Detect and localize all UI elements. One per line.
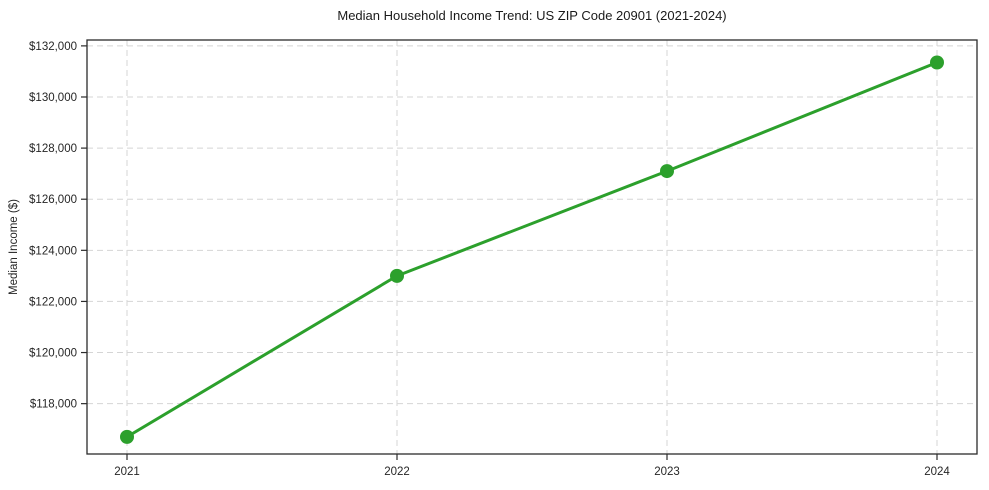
plot-spines xyxy=(86,39,978,455)
y-axis-label: Median Income ($) xyxy=(8,199,20,295)
data-point-marker xyxy=(930,55,944,70)
y-tick-label: $132,000 xyxy=(29,41,77,53)
chart-title: Median Household Income Trend: US ZIP Co… xyxy=(337,8,727,23)
x-tick-label: 2024 xyxy=(924,466,950,478)
y-tick-label: $126,000 xyxy=(29,194,77,206)
x-tick-label: 2023 xyxy=(654,466,680,478)
income-trend-line xyxy=(125,60,939,439)
data-point-marker xyxy=(660,164,674,179)
y-tick-label: $118,000 xyxy=(30,399,77,411)
data-point-marker xyxy=(390,268,404,283)
y-tick-label: $128,000 xyxy=(29,143,77,155)
data-point-marker xyxy=(120,429,134,444)
x-tick-label: 2021 xyxy=(114,466,140,478)
y-tick-label: $124,000 xyxy=(29,245,77,257)
y-tick-label: $122,000 xyxy=(29,296,77,308)
y-tick-label: $130,000 xyxy=(29,92,77,104)
y-tick-label: $120,000 xyxy=(29,348,77,360)
x-tick-label: 2022 xyxy=(384,466,410,478)
